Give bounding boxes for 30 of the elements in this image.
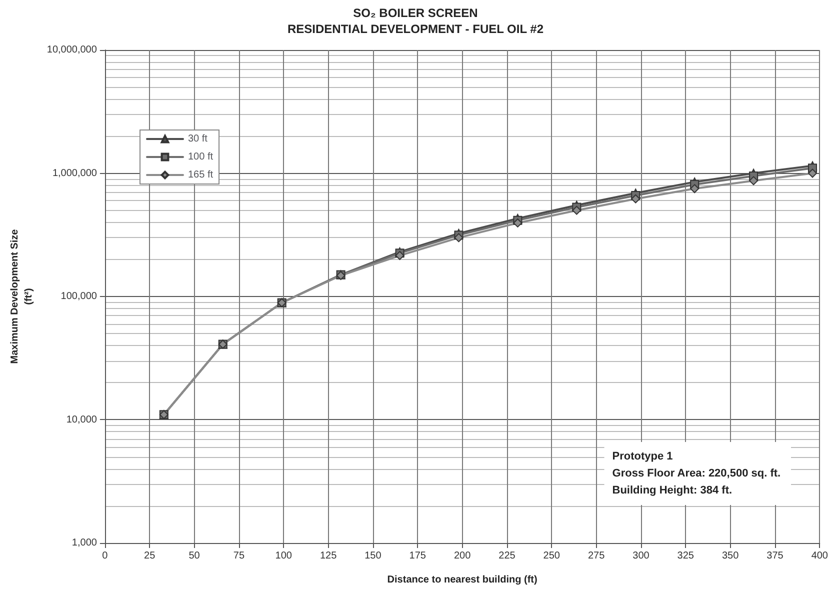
legend-label: 100 ft (188, 152, 214, 162)
x-tick-label: 375 (766, 550, 784, 562)
x-tick-label: 50 (188, 550, 200, 562)
annotation: Prototype 1 Gross Floor Area: 220,500 sq. ft. Building Height: 384 ft. (612, 450, 781, 496)
x-tick-label: 400 (811, 550, 828, 562)
x-tick-label: 300 (632, 550, 650, 562)
x-tick-label: 350 (722, 550, 740, 562)
x-tick-label: 0 (102, 550, 108, 562)
x-tick-label: 125 (320, 550, 338, 562)
x-tick-label: 200 (454, 550, 472, 562)
y-tick-label: 1,000,000 (52, 168, 98, 179)
x-tick-label: 250 (543, 550, 560, 562)
legend-label: 165 ft (188, 170, 214, 180)
y-tick-label: 100,000 (60, 291, 98, 302)
legend-label: 30 ft (188, 134, 208, 144)
x-tick-label: 25 (144, 550, 156, 562)
y-tick-label: 1,000 (72, 538, 98, 548)
x-tick-label: 75 (233, 550, 245, 562)
x-tick-label: 225 (498, 550, 516, 562)
x-tick-label: 100 (275, 550, 292, 562)
x-axis-title: Distance to nearest building (ft) (387, 574, 538, 586)
chart-subtitle: RESIDENTIAL DEVELOPMENT - FUEL OIL #2 (287, 22, 544, 36)
y-tick-label: 10,000 (66, 414, 98, 426)
x-tick-label: 175 (409, 550, 426, 562)
y-axis-title: Maximum Development Size (ft²) (10, 228, 34, 364)
x-tick-label: 325 (677, 550, 694, 562)
x-tick-label: 150 (364, 550, 382, 562)
chart-title: SO₂ BOILER SCREEN (353, 6, 478, 20)
y-tick-label: 10,000,000 (46, 44, 98, 56)
x-tick-label: 275 (588, 550, 606, 562)
